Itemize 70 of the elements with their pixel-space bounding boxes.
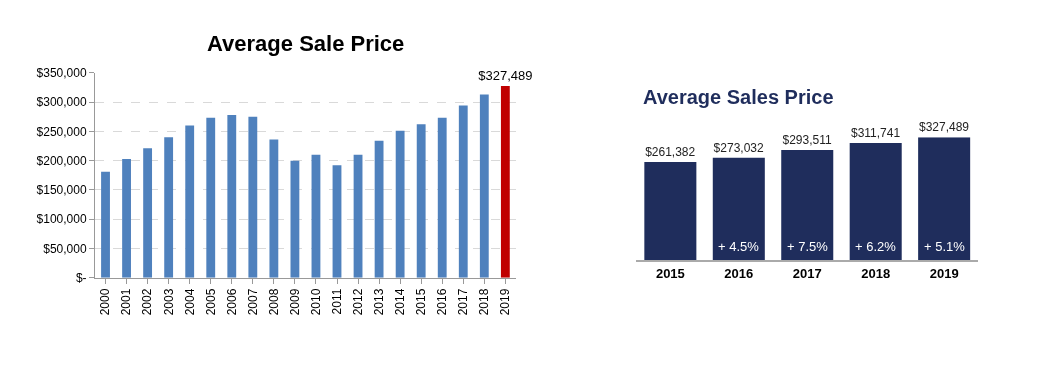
data-label: $311,741 [850, 126, 901, 141]
chart-title: Average Sale Price [207, 31, 405, 56]
annotation: + 4.5% [718, 239, 760, 254]
y-tick-label: $250,000 [36, 124, 87, 139]
x-tick-label: 2011 [329, 288, 344, 315]
y-tick-label: $300,000 [36, 95, 87, 110]
chart-title: Average Sales Price [643, 86, 834, 108]
annotation: + 7.5% [787, 239, 829, 254]
y-tick-label: $100,000 [36, 212, 87, 227]
data-label: $261,382 [645, 145, 696, 160]
bar [416, 124, 426, 278]
bar [332, 165, 342, 278]
bar [849, 143, 902, 261]
x-tick-label: 2003 [161, 288, 176, 316]
data-label: $293,511 [782, 132, 832, 147]
x-tick-label: 2005 [203, 288, 218, 316]
x-tick-label: 2013 [371, 288, 386, 316]
annotation: + 5.1% [924, 239, 966, 254]
bar [395, 130, 405, 278]
bar [143, 148, 153, 278]
y-tick-label: $50,000 [43, 241, 87, 256]
bar [437, 117, 447, 278]
x-tick-label: 2008 [266, 288, 281, 316]
y-tick-label: $350,000 [36, 65, 87, 80]
x-tick-label: 2007 [245, 288, 260, 316]
x-tick-label: 2001 [119, 288, 134, 316]
bar [290, 160, 300, 278]
bar [644, 162, 697, 261]
bar [164, 137, 174, 278]
data-label: $273,032 [713, 140, 764, 155]
x-tick-label: 2019 [498, 288, 513, 316]
bar [248, 116, 258, 278]
x-tick-label: 2015 [414, 288, 429, 316]
x-tick-label: 2002 [140, 288, 155, 316]
annotation: + 6.2% [855, 239, 897, 254]
bar [374, 140, 384, 278]
x-tick-label: 2010 [308, 288, 323, 316]
x-tick-label: 2016 [435, 288, 450, 316]
bar [311, 154, 321, 278]
bar [479, 94, 489, 278]
data-label: $327,489 [918, 120, 970, 135]
data-label: $327,489 [478, 67, 533, 83]
y-tick-label: $200,000 [36, 153, 87, 168]
bar [353, 154, 363, 278]
y-tick-label: $150,000 [36, 183, 87, 198]
y-tick-label: $- [75, 271, 87, 286]
bar [122, 158, 131, 278]
bar [206, 117, 216, 278]
x-tick-label: 2006 [224, 288, 239, 316]
x-tick-label: 2018 [861, 265, 891, 281]
x-tick-label: 2019 [929, 265, 959, 281]
bar [500, 85, 510, 278]
x-tick-label: 2004 [182, 288, 197, 316]
bar [101, 171, 110, 278]
x-tick-label: 2012 [350, 288, 365, 316]
bar [227, 114, 237, 278]
x-tick-label: 2018 [477, 288, 492, 316]
x-tick-label: 2017 [792, 265, 822, 281]
bar [458, 105, 468, 278]
x-tick-label: 2015 [655, 265, 685, 281]
bar [269, 139, 279, 278]
bar [781, 149, 834, 261]
x-tick-label: 2000 [98, 288, 113, 316]
bar [918, 137, 971, 261]
bar [185, 125, 195, 278]
x-tick-label: 2016 [724, 265, 754, 281]
x-tick-label: 2014 [393, 288, 408, 316]
x-tick-label: 2009 [287, 288, 302, 316]
bar [712, 157, 765, 261]
x-tick-label: 2017 [456, 288, 471, 316]
